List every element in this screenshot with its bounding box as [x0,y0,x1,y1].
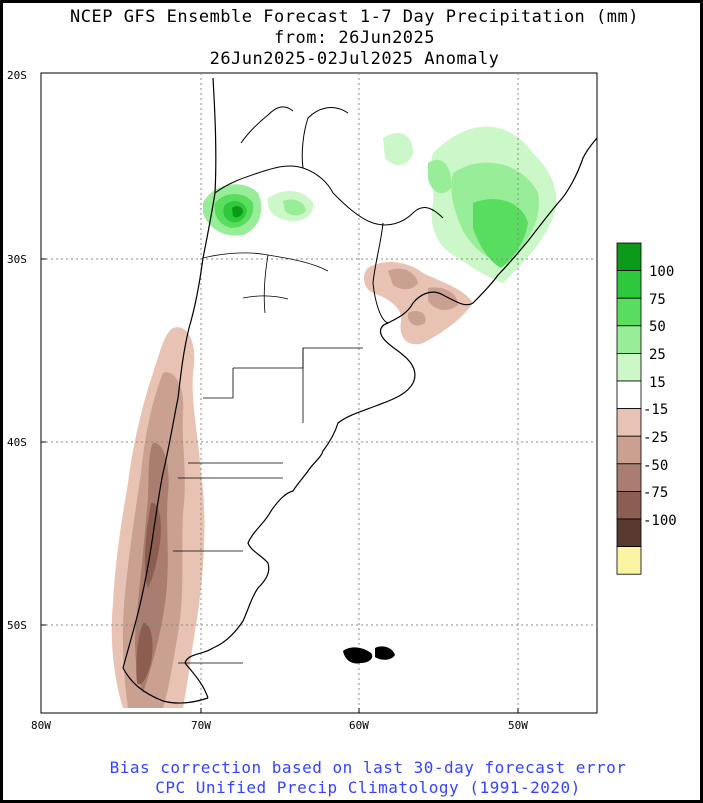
falkland-islands [343,646,395,664]
legend-label: 25 [649,347,666,363]
lat-label-50s: 50S [7,619,27,632]
legend-swatch [616,490,642,520]
title-line-2: from: 26Jun2025 [273,28,436,48]
legend-label: 100 [649,264,675,280]
country-borders [214,106,444,324]
lat-label-40s: 40S [7,436,27,449]
lon-label-60w: 60W [349,719,369,732]
legend-label: -100 [643,513,677,529]
legend-swatch [616,518,642,548]
lat-label-30s: 30S [7,253,27,266]
province-borders [173,252,363,664]
footer-line-1: Bias correction based on last 30-day for… [109,758,627,777]
frame-ticks [41,258,519,713]
legend-label: -75 [643,485,669,501]
title-line-1: NCEP GFS Ensemble Forecast 1-7 Day Preci… [70,7,639,27]
legend-swatch [616,546,642,575]
lat-label-20s: 20S [7,69,27,82]
legend-swatch [616,435,642,465]
lon-label-80w: 80W [31,719,51,732]
legend-label: -25 [643,430,669,446]
legend-label: 50 [649,319,666,335]
legend-swatch [616,242,642,272]
legend-colorbar [616,242,642,575]
legend-swatch [616,352,642,382]
legend-swatch [616,270,642,299]
legend-label: -15 [643,402,669,418]
coastline [122,77,597,704]
precipitation-anomaly-map [40,72,642,714]
legend-label: -50 [643,458,669,474]
map-panel: NCEP GFS Ensemble Forecast 1-7 Day Preci… [3,3,700,800]
legend-label: 15 [649,375,666,391]
legend-swatch [616,408,642,437]
legend-swatch [616,380,642,410]
lat-lon-grid [41,73,597,713]
lon-label-50w: 50W [508,719,528,732]
dry-anomaly-southern-andes [111,327,205,708]
lon-label-70w: 70W [191,719,211,732]
wet-anomaly-northwest-argentina [203,184,314,236]
legend-label: 75 [649,292,666,308]
footer-line-2: CPC Unified Precip Climatology (1991-202… [155,778,581,797]
title-line-3: 26Jun2025-02Jul2025 Anomaly [209,49,500,69]
dry-anomaly-uruguay [363,261,473,345]
legend-swatch [616,325,642,354]
legend-swatch [616,463,642,492]
legend-swatch [616,297,642,327]
